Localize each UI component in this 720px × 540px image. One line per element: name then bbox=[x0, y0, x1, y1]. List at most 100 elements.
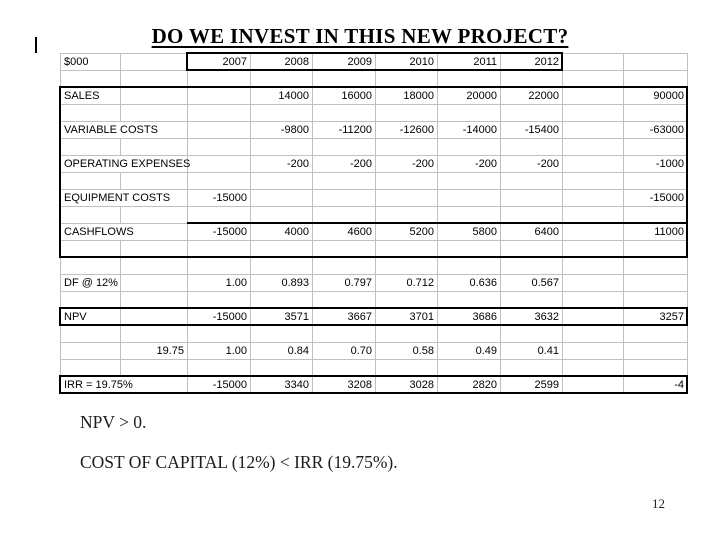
cell-r2-c8 bbox=[562, 87, 624, 105]
cell-r12-c4 bbox=[312, 257, 376, 275]
cell-r16-c1 bbox=[120, 325, 188, 343]
cell-r4-c8 bbox=[562, 121, 624, 139]
table-row bbox=[60, 359, 688, 377]
cell-r10-c4: 4600 bbox=[312, 223, 376, 241]
cell-r1-c7 bbox=[500, 70, 563, 88]
cell-r1-c0 bbox=[60, 70, 121, 88]
cell-r1-c6 bbox=[437, 70, 501, 88]
slide-title: DO WE INVEST IN THIS NEW PROJECT? bbox=[151, 24, 569, 48]
cell-r3-c5 bbox=[375, 104, 438, 122]
cell-r18-c3 bbox=[250, 359, 313, 377]
cell-r19-c4: 3208 bbox=[312, 376, 376, 394]
cell-r1-c2 bbox=[187, 70, 251, 88]
note-npv: NPV > 0. bbox=[80, 412, 147, 432]
cell-r3-c7 bbox=[500, 104, 563, 122]
cell-r2-c4: 16000 bbox=[312, 87, 376, 105]
table-row bbox=[60, 291, 688, 309]
cell-r13-c8 bbox=[562, 274, 624, 292]
cell-r9-c6 bbox=[437, 206, 501, 224]
spreadsheet-table: $000 2007 2008 2009 2010 2011 2012 SALES 14000 16… bbox=[59, 52, 688, 394]
cell-r3-c0 bbox=[60, 104, 121, 122]
cell-r8-c8 bbox=[562, 189, 624, 207]
cell-r14-c6 bbox=[437, 291, 501, 309]
cell-r0-c1 bbox=[120, 53, 188, 71]
cell-r12-c9 bbox=[623, 257, 688, 275]
cell-r13-c1 bbox=[120, 274, 188, 292]
cell-r7-c6 bbox=[437, 172, 501, 190]
grid-edge-artifact bbox=[35, 37, 37, 53]
cell-r7-c2 bbox=[187, 172, 251, 190]
cell-r11-c4 bbox=[312, 240, 376, 258]
cell-r5-c1 bbox=[120, 138, 188, 156]
cell-r5-c4 bbox=[312, 138, 376, 156]
cell-r15-c2: -15000 bbox=[187, 308, 251, 326]
cell-r4-c7: -15400 bbox=[500, 121, 563, 139]
cell-r4-c2 bbox=[187, 121, 251, 139]
cell-r7-c4 bbox=[312, 172, 376, 190]
cell-r0-c2: 2007 bbox=[187, 53, 251, 71]
cell-r16-c8 bbox=[562, 325, 624, 343]
table-row: EQUIPMENT COSTS -15000 -15000 bbox=[60, 189, 688, 207]
cell-r0-c9 bbox=[623, 53, 688, 71]
cell-r14-c4 bbox=[312, 291, 376, 309]
cell-r7-c1 bbox=[120, 172, 188, 190]
cell-r18-c1 bbox=[120, 359, 188, 377]
cell-r0-c3: 2008 bbox=[250, 53, 313, 71]
cell-r18-c2 bbox=[187, 359, 251, 377]
table-row bbox=[60, 138, 688, 156]
cell-r4-c3: -9800 bbox=[250, 121, 313, 139]
cell-r17-c9 bbox=[623, 342, 688, 360]
cell-r5-c2 bbox=[187, 138, 251, 156]
cell-r11-c8 bbox=[562, 240, 624, 258]
cell-r10-c7: 6400 bbox=[500, 223, 563, 241]
cell-r5-c3 bbox=[250, 138, 313, 156]
cell-r18-c9 bbox=[623, 359, 688, 377]
cell-r15-c1 bbox=[120, 308, 188, 326]
cell-r11-c3 bbox=[250, 240, 313, 258]
cell-r17-c0 bbox=[60, 342, 121, 360]
cell-r3-c9 bbox=[623, 104, 688, 122]
page-number: 12 bbox=[652, 496, 665, 511]
cell-r1-c1 bbox=[120, 70, 188, 88]
cell-r3-c8 bbox=[562, 104, 624, 122]
cell-r18-c4 bbox=[312, 359, 376, 377]
cell-r7-c5 bbox=[375, 172, 438, 190]
cell-r8-c9: -15000 bbox=[623, 189, 688, 207]
cell-r14-c0 bbox=[60, 291, 121, 309]
cell-r8-c6 bbox=[437, 189, 501, 207]
cell-r5-c6 bbox=[437, 138, 501, 156]
cell-r0-c4: 2009 bbox=[312, 53, 376, 71]
cell-r3-c1 bbox=[120, 104, 188, 122]
cell-r19-c7: 2599 bbox=[500, 376, 563, 394]
cell-r10-c0: CASHFLOWS bbox=[60, 223, 188, 241]
cell-r17-c3: 0.84 bbox=[250, 342, 313, 360]
cell-r2-c9: 90000 bbox=[623, 87, 688, 105]
cell-r1-c8 bbox=[562, 70, 624, 88]
cell-r11-c1 bbox=[120, 240, 188, 258]
cell-r14-c7 bbox=[500, 291, 563, 309]
cell-r2-c7: 22000 bbox=[500, 87, 563, 105]
cell-r19-c8 bbox=[562, 376, 624, 394]
cell-r17-c2: 1.00 bbox=[187, 342, 251, 360]
cell-r13-c7: 0.567 bbox=[500, 274, 563, 292]
cell-r17-c6: 0.49 bbox=[437, 342, 501, 360]
cell-r7-c0 bbox=[60, 172, 121, 190]
cell-r11-c6 bbox=[437, 240, 501, 258]
cell-r9-c5 bbox=[375, 206, 438, 224]
table-row bbox=[60, 104, 688, 122]
table-row bbox=[60, 325, 688, 343]
cell-r17-c4: 0.70 bbox=[312, 342, 376, 360]
cell-r16-c3 bbox=[250, 325, 313, 343]
cell-r12-c1 bbox=[120, 257, 188, 275]
cell-r17-c1: 19.75 bbox=[120, 342, 188, 360]
cell-r19-c5: 3028 bbox=[375, 376, 438, 394]
cell-r0-c7: 2012 bbox=[500, 53, 563, 71]
cell-r3-c4 bbox=[312, 104, 376, 122]
cell-r7-c3 bbox=[250, 172, 313, 190]
cell-r15-c0: NPV bbox=[60, 308, 121, 326]
table-row bbox=[60, 206, 688, 224]
cell-r9-c1 bbox=[120, 206, 188, 224]
cell-r9-c4 bbox=[312, 206, 376, 224]
cell-r18-c0 bbox=[60, 359, 121, 377]
